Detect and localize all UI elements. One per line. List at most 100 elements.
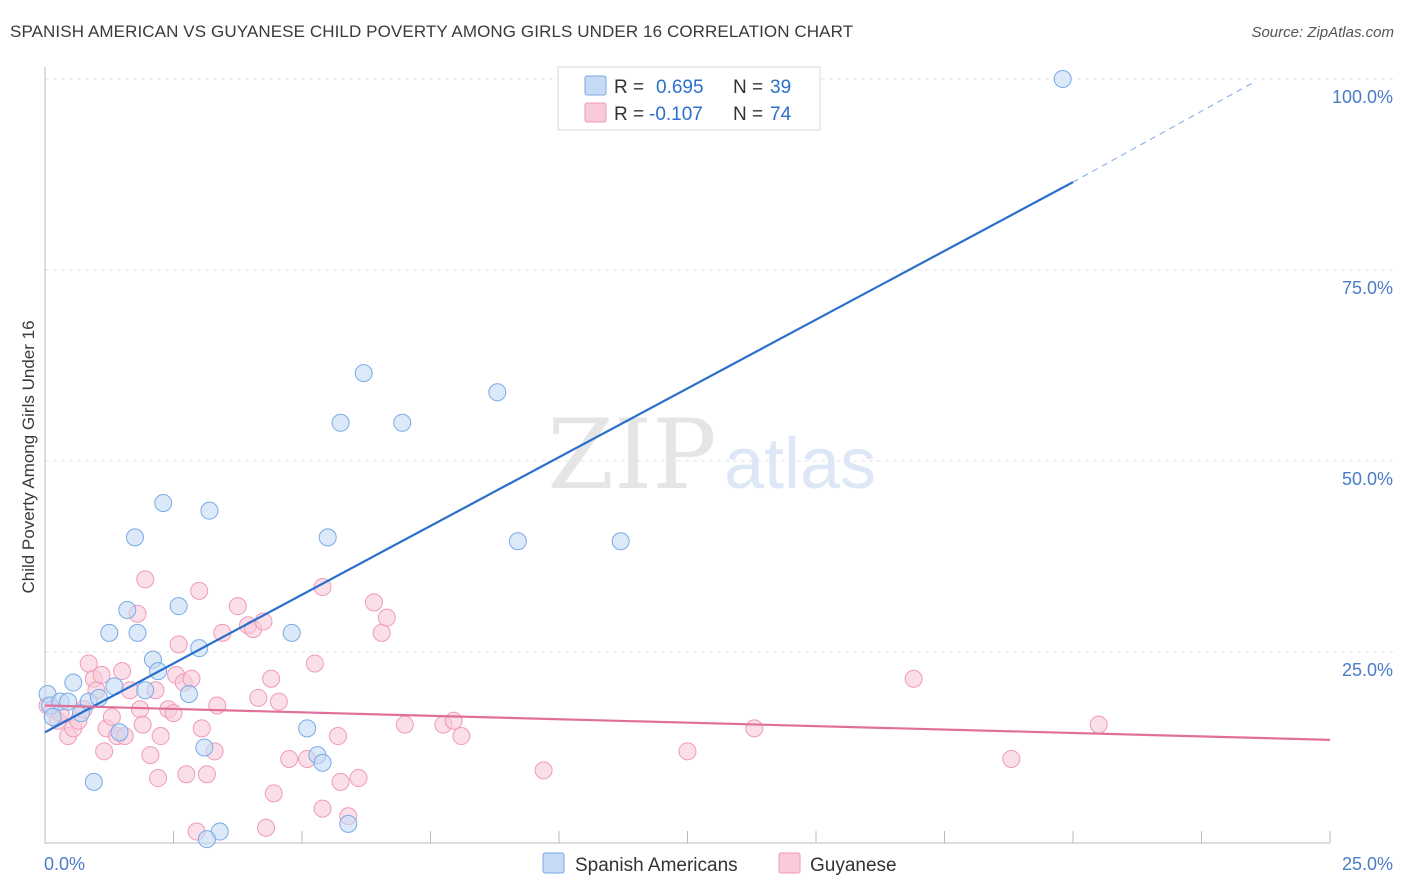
guyanese-point xyxy=(262,669,281,688)
source-label: Source: ZipAtlas.com xyxy=(1251,24,1394,41)
spanish-american-point xyxy=(508,532,527,551)
y-tick-label: 50.0% xyxy=(1342,469,1393,489)
guyanese-point xyxy=(92,665,111,684)
legend-r-label-2: R = xyxy=(614,104,644,125)
guyanese-point xyxy=(136,570,155,589)
legend-swatch-pink xyxy=(584,102,607,123)
guyanese-point xyxy=(444,711,463,730)
series-swatch-spanish-americans xyxy=(542,852,565,874)
guyanese-point xyxy=(141,746,160,765)
legend-r-label-1: R = xyxy=(614,77,644,98)
spanish-american-point xyxy=(169,597,188,616)
guyanese-point xyxy=(177,765,196,784)
guyanese-point xyxy=(197,765,216,784)
grid xyxy=(45,78,1395,653)
guyanese-point xyxy=(328,727,347,746)
spanish-american-point xyxy=(125,528,144,547)
spanish-american-point xyxy=(318,528,337,547)
spanish-american-point xyxy=(298,719,317,738)
legend-r-value-1: 0.695 xyxy=(656,77,704,98)
guyanese-point xyxy=(151,727,170,746)
spanish-american-point xyxy=(43,707,62,726)
spanish-american-point xyxy=(136,681,155,700)
spanish-american-point xyxy=(197,830,216,849)
guyanese-point xyxy=(1089,715,1108,734)
spanish-american-point xyxy=(84,772,103,791)
guyanese-trend-line xyxy=(44,704,1331,741)
guyanese-point xyxy=(331,772,350,791)
guyanese-point xyxy=(305,654,324,673)
series-label-guyanese: Guyanese xyxy=(810,855,897,876)
legend-r-value-2: -0.107 xyxy=(649,104,703,125)
guyanese-point xyxy=(133,715,152,734)
watermark-zip: ZIP xyxy=(547,399,716,511)
guyanese-point xyxy=(208,696,227,715)
spanish-american-point xyxy=(313,753,332,772)
guyanese-point xyxy=(349,769,368,788)
guyanese-point xyxy=(228,597,247,616)
spanish-american-point xyxy=(118,600,137,619)
legend-n-label-1: N = xyxy=(733,77,763,98)
x-tick-labels: 0.0% 25.0% xyxy=(44,854,1393,874)
guyanese-point xyxy=(264,784,283,803)
guyanese-point xyxy=(182,669,201,688)
spanish-american-points xyxy=(38,70,1072,849)
x-tick-label: 25.0% xyxy=(1342,854,1393,874)
spanish-american-point xyxy=(154,494,173,513)
spanish-american-point xyxy=(128,623,147,642)
guyanese-point xyxy=(364,593,383,612)
legend-n-value-2: 74 xyxy=(770,104,792,125)
y-tick-label: 75.0% xyxy=(1342,278,1393,298)
spanish-american-point xyxy=(64,673,83,692)
spanish-american-point xyxy=(339,814,358,833)
guyanese-point xyxy=(257,818,276,837)
legend-n-label-2: N = xyxy=(733,104,763,125)
guyanese-point xyxy=(372,623,391,642)
guyanese-point xyxy=(395,715,414,734)
spanish-american-point xyxy=(110,723,129,742)
spanish-american-point xyxy=(393,413,412,432)
spanish-american-point xyxy=(331,413,350,432)
watermark-atlas: atlas xyxy=(724,424,876,504)
guyanese-point xyxy=(102,707,121,726)
guyanese-point xyxy=(249,688,268,707)
spanish-american-point xyxy=(488,383,507,402)
guyanese-point xyxy=(904,669,923,688)
guyanese-point xyxy=(269,692,288,711)
spanish-american-point xyxy=(179,685,198,704)
series-legend: Spanish Americans Guyanese xyxy=(542,852,897,876)
spanish-american-point xyxy=(1053,70,1072,88)
guyanese-point xyxy=(192,719,211,738)
series-label-spanish-americans: Spanish Americans xyxy=(575,855,738,876)
guyanese-point xyxy=(149,769,168,788)
spanish-american-trend-line xyxy=(44,181,1074,734)
spanish-american-point xyxy=(611,532,630,551)
guyanese-point xyxy=(452,727,471,746)
x-tick-label: 0.0% xyxy=(44,854,85,874)
guyanese-point xyxy=(377,608,396,627)
y-tick-label: 100.0% xyxy=(1332,87,1393,107)
guyanese-point xyxy=(190,581,209,600)
guyanese-point xyxy=(113,662,132,681)
guyanese-point xyxy=(131,700,150,719)
spanish-american-point xyxy=(354,364,373,383)
chart-title: SPANISH AMERICAN VS GUYANESE CHILD POVER… xyxy=(10,22,854,41)
series-swatch-guyanese xyxy=(778,852,801,874)
guyanese-point xyxy=(164,704,183,723)
y-axis-label: Child Poverty Among Girls Under 16 xyxy=(19,320,38,593)
guyanese-point xyxy=(745,719,764,738)
guyanese-point xyxy=(678,742,697,761)
spanish-american-point xyxy=(100,623,119,642)
correlation-legend: R = 0.695 N = 39 R = -0.107 N = 74 xyxy=(557,66,821,131)
trend-lines xyxy=(44,82,1331,741)
watermark: ZIP atlas xyxy=(547,399,876,511)
guyanese-point xyxy=(280,749,299,768)
guyanese-point xyxy=(534,761,553,780)
spanish-american-point xyxy=(200,501,219,520)
legend-n-value-1: 39 xyxy=(770,77,791,98)
legend-swatch-blue xyxy=(584,75,607,96)
spanish-american-point xyxy=(282,623,301,642)
spanish-american-point xyxy=(195,738,214,757)
y-tick-labels: 25.0% 50.0% 75.0% 100.0% xyxy=(1332,87,1393,680)
